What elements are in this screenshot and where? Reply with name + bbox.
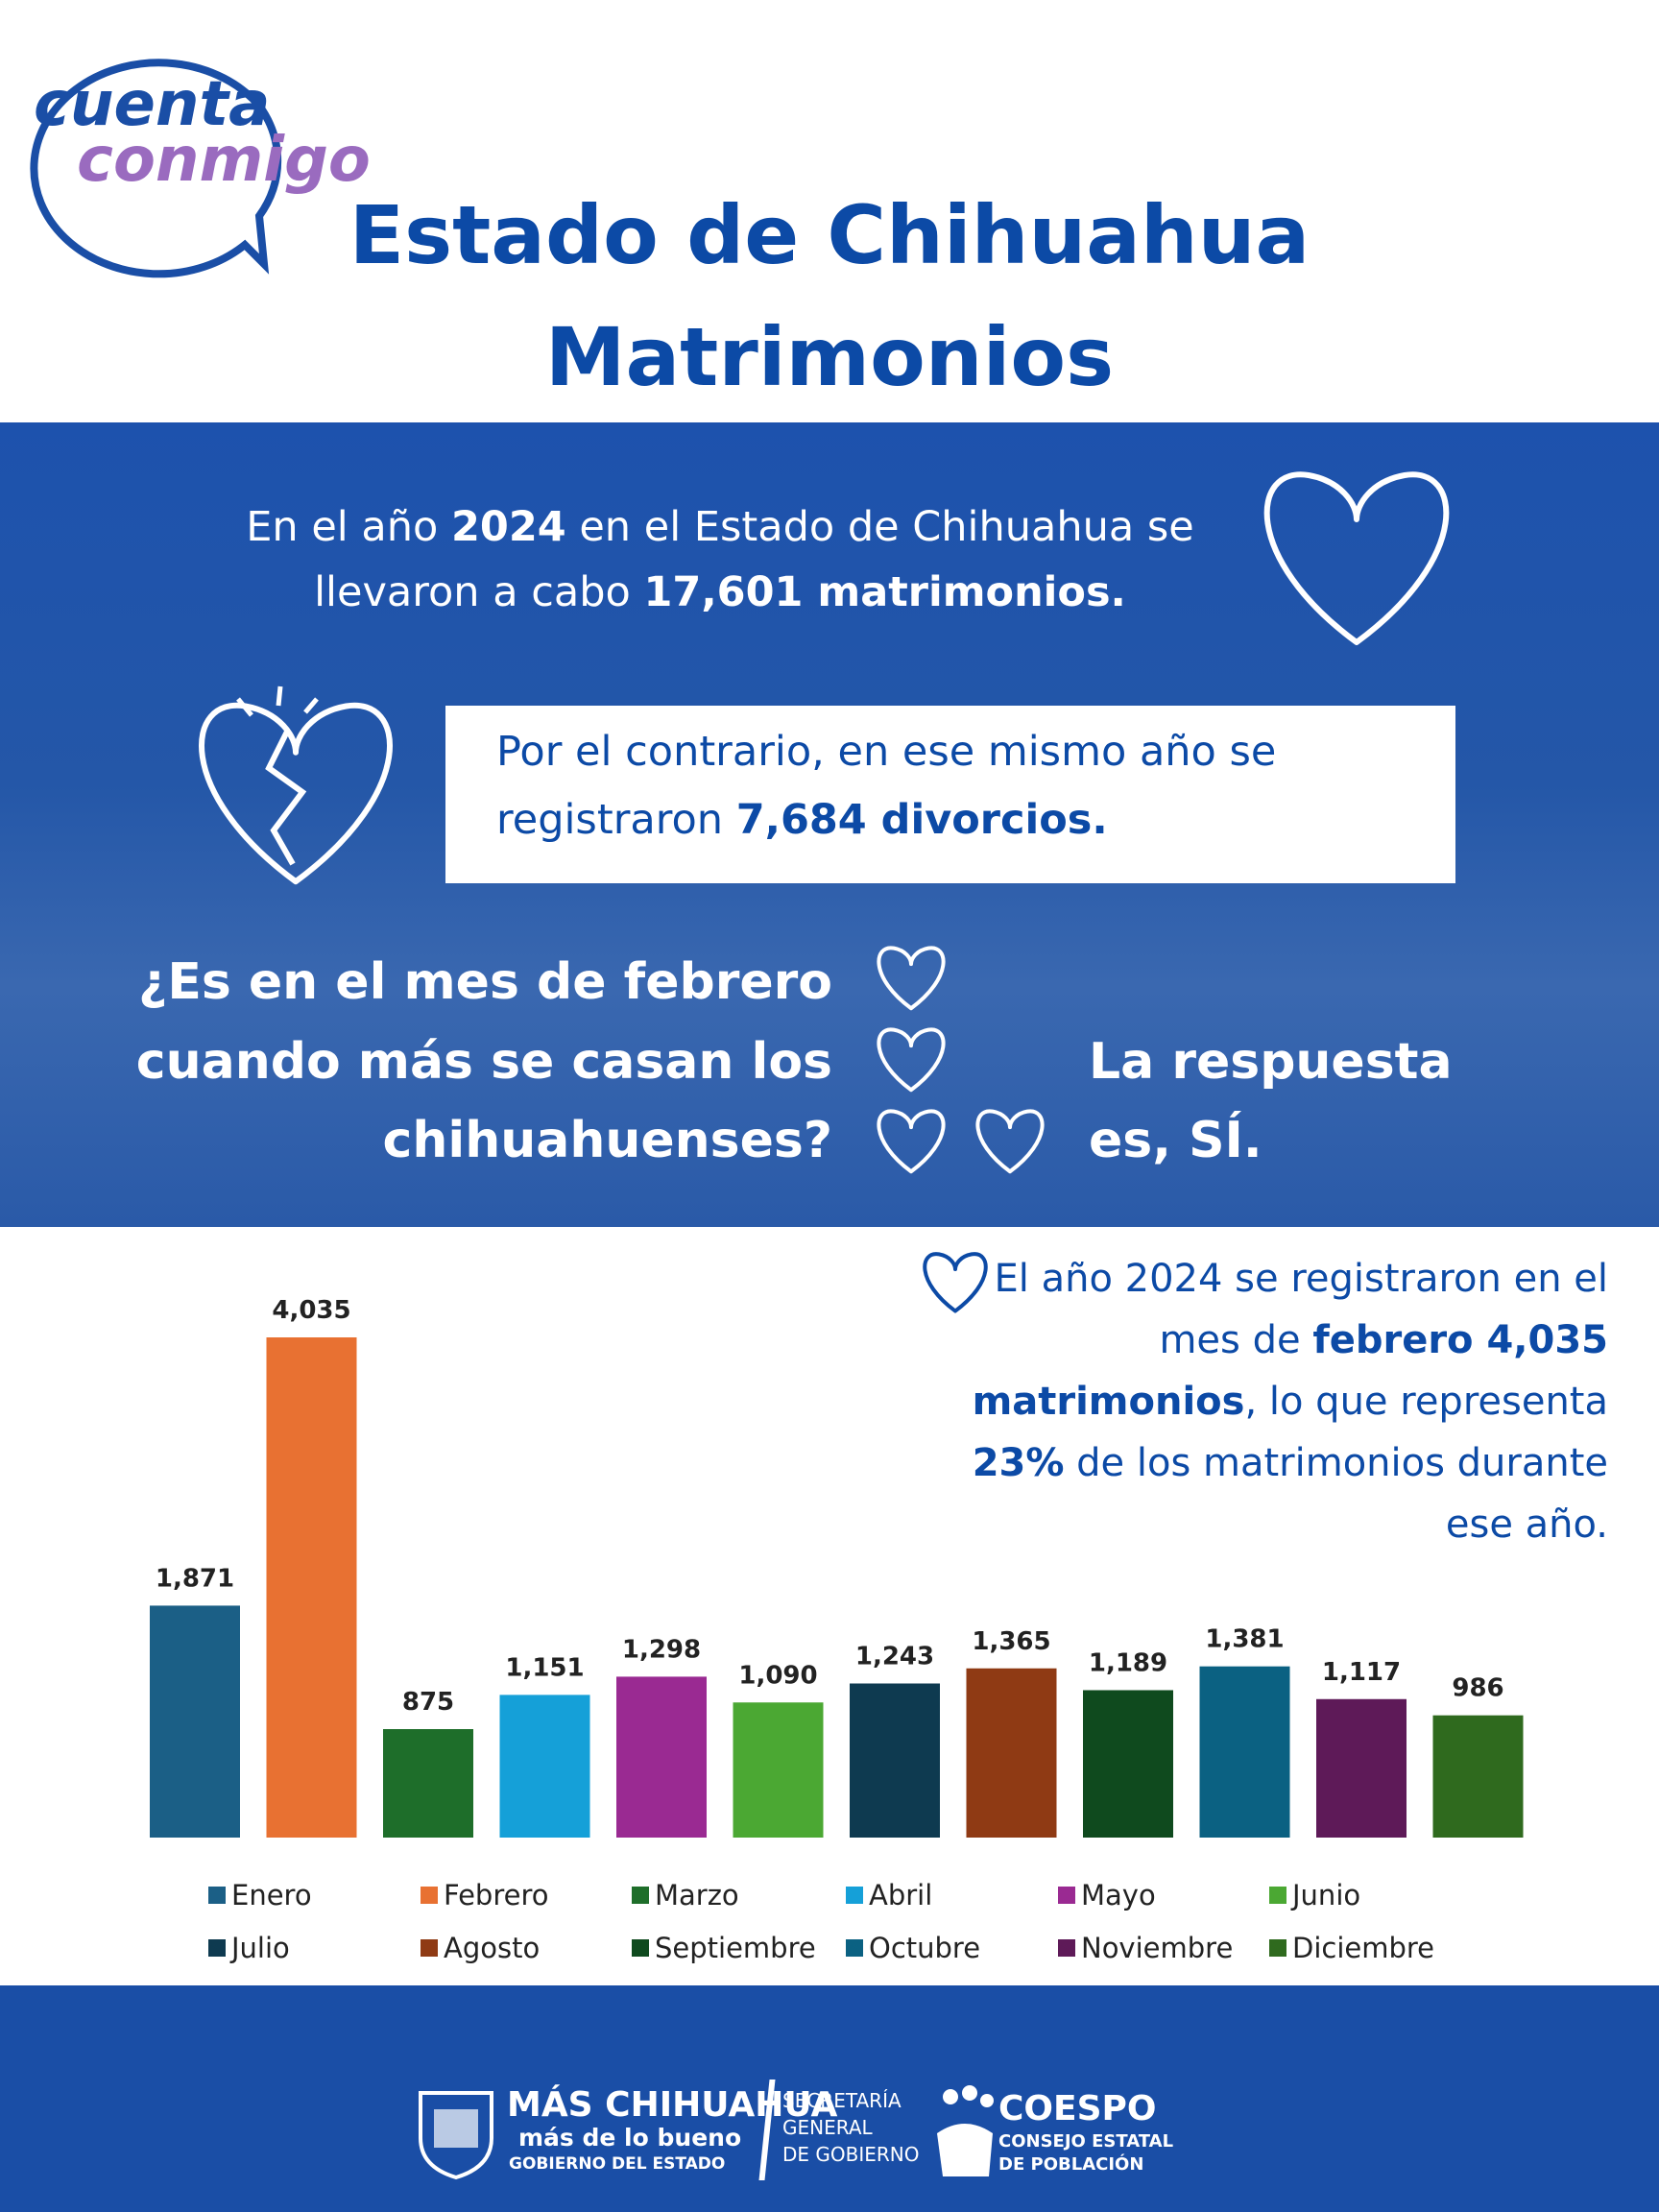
legend-label: Mayo [1081, 1879, 1156, 1911]
answer: La respuesta [1089, 1033, 1453, 1091]
highlight-text: El año 2024 se registraron en el mes de … [936, 1248, 1608, 1555]
footer-text: más de lo bueno [518, 2124, 742, 2152]
heart-icon [1263, 471, 1450, 645]
gov-shield [419, 2091, 493, 2180]
bar [1316, 1698, 1407, 1838]
legend-swatch [632, 1939, 649, 1957]
text: , lo que representa [1244, 1380, 1608, 1424]
footer-band [0, 1985, 1659, 2212]
logo-graphic [30, 59, 282, 278]
footer-text: SECRETARÍA [782, 2089, 902, 2112]
heart-icon [877, 1109, 946, 1174]
legend-swatch [1269, 1887, 1286, 1904]
bar [966, 1668, 1057, 1838]
bar [733, 1702, 824, 1838]
divorce-box [445, 706, 1455, 883]
footer-text: GOBIERNO DEL ESTADO [509, 2154, 726, 2174]
legend-label: Abril [869, 1879, 932, 1911]
text: Por el contrario, en ese mismo año se re… [496, 728, 1277, 844]
logo-text: cuenta [34, 69, 271, 140]
logo-text: conmigo [77, 125, 371, 196]
text: 7,684 divorcios. [735, 796, 1108, 844]
value-label: 1,365 [972, 1627, 1050, 1656]
heart-icon [198, 702, 394, 885]
chart: 1,871 4,035 875 1,151 1,298 1,090 1,243 1,365 1,… [150, 1296, 1524, 1964]
bar [266, 1337, 357, 1838]
title: Estado de Chihuahua [349, 188, 1310, 282]
value-label: 4,035 [272, 1296, 350, 1325]
logo-bubble [30, 59, 282, 278]
question: chihuahuenses? [382, 1112, 832, 1169]
legend-swatch [1058, 1887, 1075, 1904]
bar [383, 1729, 473, 1838]
legend-swatch [208, 1939, 226, 1957]
value-label: 1,381 [1205, 1625, 1284, 1654]
question: ¿Es en el mes de febrero [138, 953, 832, 1011]
bar [616, 1676, 707, 1838]
text: febrero 4,035 matrimonios [972, 1318, 1608, 1424]
crack [265, 728, 307, 866]
legend-label: Septiembre [655, 1932, 816, 1964]
legend-label: Diciembre [1292, 1932, 1434, 1964]
intro-text: En el año 2024 en el Estado de Chihuahua… [202, 494, 1238, 625]
footer-text: CONSEJO ESTATAL [998, 2131, 1174, 2152]
legend-label: Marzo [655, 1879, 739, 1911]
question: cuando más se casan los [135, 1033, 832, 1091]
text: En el año [246, 503, 451, 551]
heart-icon [975, 1109, 1045, 1174]
legend-swatch [421, 1887, 438, 1904]
legend-label: Octubre [869, 1932, 980, 1964]
sparks [236, 685, 319, 717]
footer-text: DE POBLACIÓN [998, 2154, 1144, 2175]
subtitle: Matrimonios [544, 310, 1115, 404]
value-label: 1,151 [505, 1653, 584, 1682]
heart-icon [877, 946, 946, 1011]
bar [850, 1683, 940, 1838]
legend-label: Agosto [444, 1932, 540, 1964]
legend-label: Junio [1290, 1879, 1360, 1911]
heart-icon [877, 1027, 946, 1093]
value-label: 1,298 [622, 1635, 701, 1664]
text: en el Estado de Chihuahua se llevaron a … [314, 503, 1194, 616]
footer-text: COESPO [998, 2089, 1157, 2128]
coespo-icon [937, 2085, 994, 2176]
value-label: 875 [402, 1688, 454, 1717]
legend-swatch [632, 1887, 649, 1904]
text: El año 2024 se registraron en el mes de [994, 1257, 1609, 1362]
decorations [198, 471, 1450, 1313]
answer: es, SÍ. [1089, 1112, 1262, 1169]
footer-text: MÁS CHIHUAHUA [507, 2085, 838, 2125]
legend-swatch [208, 1887, 226, 1904]
legend-label: Noviembre [1081, 1932, 1233, 1964]
legend-label: Enero [231, 1879, 312, 1911]
legend-label: Julio [229, 1932, 290, 1964]
text: 17,601 matrimonios. [643, 568, 1126, 616]
bar [150, 1605, 240, 1838]
legend-swatch [846, 1939, 863, 1957]
value-label: 1,243 [855, 1643, 934, 1671]
value-label: 1,871 [156, 1564, 234, 1593]
bar [1083, 1690, 1173, 1838]
text: 23% [972, 1441, 1065, 1485]
bar [1199, 1666, 1290, 1838]
value-label: 1,117 [1322, 1658, 1401, 1687]
value-label: 1,090 [738, 1661, 817, 1690]
bar [1432, 1715, 1524, 1838]
legend-label: Febrero [444, 1879, 549, 1911]
value-label: 986 [1452, 1674, 1503, 1703]
legend-swatch [1058, 1939, 1075, 1957]
legend-swatch [1269, 1939, 1286, 1957]
text: de los matrimonios durante ese año. [1064, 1441, 1608, 1547]
footer-text: GENERAL [782, 2116, 873, 2139]
bar [499, 1695, 590, 1838]
legend-swatch [846, 1887, 863, 1904]
footer-text: DE GOBIERNO [782, 2143, 920, 2166]
value-label: 1,189 [1089, 1648, 1167, 1677]
divorce-text: Por el contrario, en ese mismo año se re… [496, 718, 1418, 854]
legend-swatch [421, 1939, 438, 1957]
heart-icon [923, 1252, 988, 1313]
text: 2024 [451, 503, 566, 551]
